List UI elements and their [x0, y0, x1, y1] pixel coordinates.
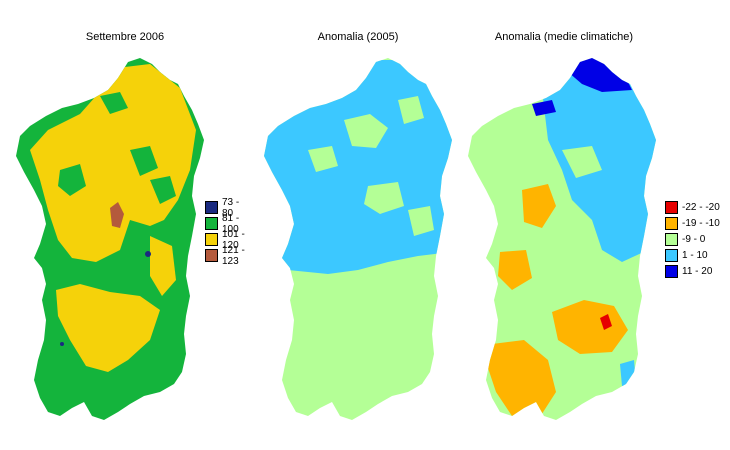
- legend-swatch: [205, 201, 218, 214]
- legend-swatch: [665, 233, 678, 246]
- legend-item: -22 - -20: [665, 201, 720, 214]
- legend-settembre-2006: 73 - 80 81 - 100 101 - 120 121 - 123: [205, 197, 250, 267]
- map-panel-anomalia-medie-climatiche: Anomalia (medie climatiche) -22 - -20: [452, 0, 730, 450]
- legend-label: 11 - 20: [682, 266, 713, 277]
- legend-label: -9 - 0: [682, 234, 706, 245]
- legend-anomalia-medie-climatiche: -22 - -20 -19 - -10 -9 - 0 1 - 10 11 - 2…: [665, 201, 720, 281]
- legend-swatch: [665, 217, 678, 230]
- panel-title: Settembre 2006: [85, 31, 165, 43]
- map-panel-settembre-2006: Settembre 2006 73 - 80 81 - 100: [0, 0, 250, 450]
- legend-item: 1 - 10: [665, 249, 720, 262]
- legend-item: -19 - -10: [665, 217, 720, 230]
- legend-swatch: [205, 249, 218, 262]
- map-anomalia-medie-climatiche: [468, 58, 656, 420]
- legend-label: 121 - 123: [222, 244, 245, 267]
- legend-item: 121 - 123: [205, 245, 250, 267]
- legend-item: -9 - 0: [665, 233, 720, 246]
- legend-label: -19 - -10: [682, 218, 720, 229]
- legend-swatch: [665, 249, 678, 262]
- map-panel-anomalia-2005: Anomalia (2005): [248, 0, 468, 450]
- legend-label: 1 - 10: [682, 250, 708, 261]
- legend-item: 101 - 120: [205, 229, 250, 251]
- legend-label: 101 - 120: [222, 228, 245, 251]
- legend-swatch: [205, 217, 218, 230]
- legend-label: 81 - 100: [222, 212, 240, 235]
- map-anomalia-2005: [264, 58, 452, 420]
- legend-item: 73 - 80: [205, 197, 250, 219]
- legend-label: -22 - -20: [682, 202, 720, 213]
- panel-title: Anomalia (medie climatiche): [494, 31, 634, 43]
- panel-title: Anomalia (2005): [317, 31, 399, 43]
- legend-swatch: [665, 201, 678, 214]
- legend-swatch: [665, 265, 678, 278]
- legend-label: 73 - 80: [222, 196, 240, 219]
- legend-swatch: [205, 233, 218, 246]
- map-settembre-2006: [16, 58, 204, 420]
- legend-item: 11 - 20: [665, 265, 720, 278]
- legend-item: 81 - 100: [205, 213, 250, 235]
